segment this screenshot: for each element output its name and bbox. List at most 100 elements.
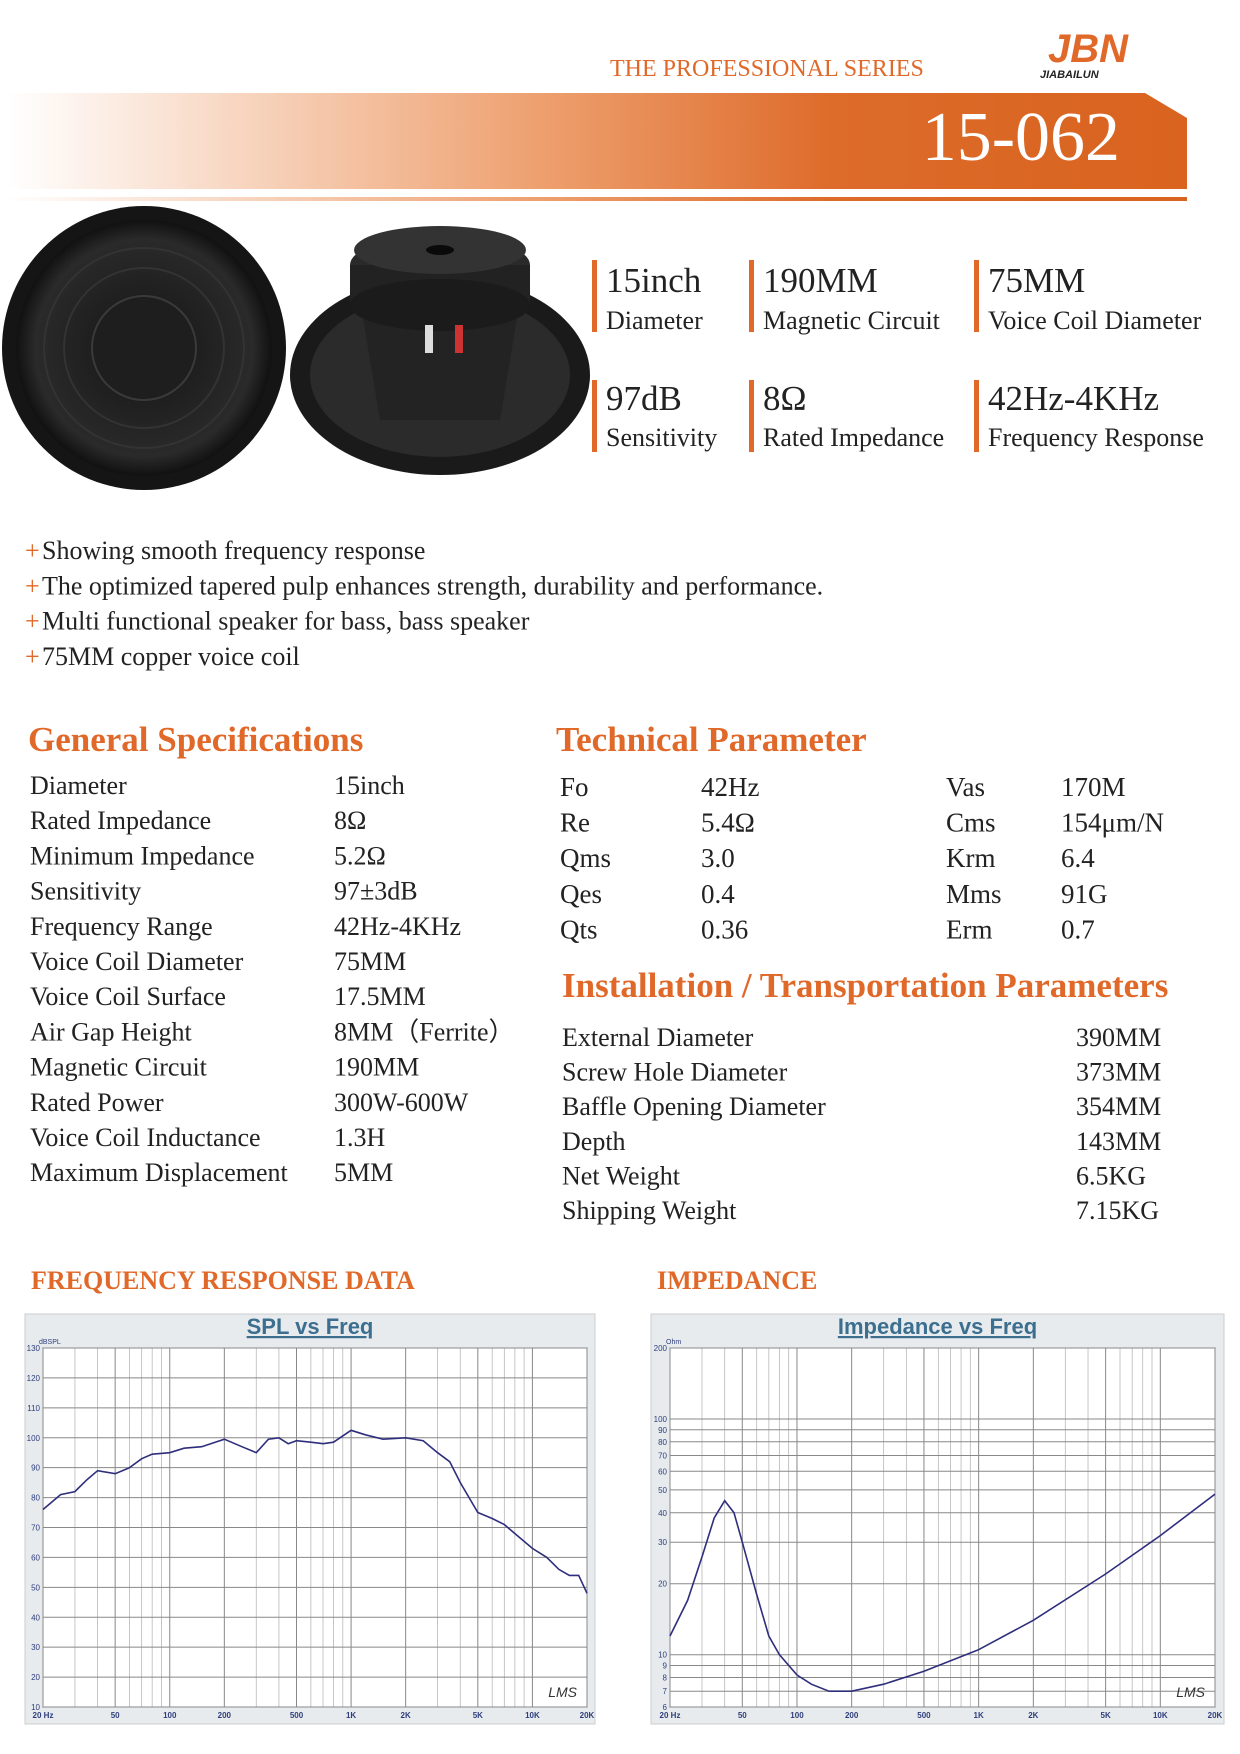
y-tick-label: 20 — [658, 1580, 667, 1589]
install-label: Baffle Opening Diameter — [562, 1092, 826, 1121]
x-tick-label: 10K — [1153, 1711, 1168, 1720]
spec-value: 15inch — [334, 771, 405, 800]
highlight-value: 8Ω — [763, 379, 807, 418]
highlight-label: Voice Coil Diameter — [988, 306, 1202, 335]
data-line — [669, 1493, 1216, 1692]
x-tick-label: 20 Hz — [660, 1711, 681, 1720]
y-tick-label: 7 — [663, 1687, 668, 1696]
y-tick-label: 80 — [658, 1438, 667, 1447]
spec-label: Magnetic Circuit — [30, 1053, 208, 1082]
x-tick-label: 5K — [473, 1711, 483, 1720]
feature-marker: + — [25, 607, 40, 636]
y-tick-label: 200 — [654, 1344, 668, 1353]
tech-cell: 42Hz — [701, 772, 759, 802]
tech-cell: Vas — [946, 772, 985, 802]
x-tick-label: 5K — [1101, 1711, 1111, 1720]
spec-label: Diameter — [30, 771, 127, 800]
x-tick-label: 20 Hz — [33, 1711, 54, 1720]
y-tick-label: 40 — [658, 1509, 667, 1518]
chart-title: SPL vs Freq — [247, 1314, 374, 1339]
spec-label: Rated Impedance — [30, 806, 211, 835]
highlight-value: 97dB — [606, 379, 682, 418]
y-axis-label: Ohm — [666, 1339, 681, 1346]
x-tick-label: 500 — [917, 1711, 931, 1720]
y-tick-label: 90 — [31, 1464, 40, 1473]
tech-cell: 91G — [1061, 879, 1108, 909]
highlight-label: Frequency Response — [988, 423, 1204, 452]
spec-value: 5.2Ω — [334, 841, 386, 870]
highlight-bar — [749, 260, 754, 332]
x-tick-label: 20K — [580, 1711, 595, 1720]
y-tick-label: 100 — [27, 1434, 41, 1443]
y-tick-label: 110 — [27, 1404, 40, 1413]
y-tick-label: 90 — [658, 1426, 667, 1435]
x-tick-label: 10K — [525, 1711, 540, 1720]
y-tick-label: 20 — [31, 1673, 40, 1682]
data-line — [42, 1429, 588, 1594]
y-tick-label: 70 — [31, 1524, 40, 1533]
tech-cell: Qts — [560, 914, 598, 944]
highlight-value: 42Hz-4KHz — [988, 379, 1159, 418]
model-number: 15-062 — [922, 99, 1120, 176]
y-tick-label: 6 — [663, 1703, 668, 1712]
tech-cell: Re — [560, 808, 590, 838]
highlight-bar — [592, 380, 597, 452]
highlight-bar — [974, 260, 979, 332]
install-value: 373MM — [1076, 1058, 1161, 1087]
install-value: 143MM — [1076, 1127, 1161, 1156]
x-tick-label: 2K — [401, 1711, 411, 1720]
series-label: THE PROFESSIONAL SERIES — [610, 56, 924, 82]
x-tick-label: 50 — [111, 1711, 120, 1720]
tech-cell: 3.0 — [701, 843, 735, 873]
y-tick-label: 80 — [31, 1494, 40, 1503]
tech-cell: 0.7 — [1061, 914, 1095, 944]
x-tick-label: 50 — [738, 1711, 747, 1720]
feature-marker: + — [25, 571, 40, 600]
spec-value: 190MM — [334, 1053, 419, 1082]
spec-value: 300W-600W — [334, 1088, 469, 1117]
speaker-rear-photo — [290, 226, 590, 475]
watermark: LMS — [1176, 1684, 1205, 1700]
tech-cell: 0.4 — [701, 879, 735, 909]
spec-value: 5MM — [334, 1158, 393, 1187]
tech-cell: Qes — [560, 879, 602, 909]
highlight-label: Magnetic Circuit — [763, 306, 941, 335]
x-tick-label: 200 — [845, 1711, 859, 1720]
y-tick-label: 50 — [658, 1486, 667, 1495]
tech-cell: Qms — [560, 843, 611, 873]
y-tick-label: 70 — [658, 1451, 667, 1460]
chart-heading: FREQUENCY RESPONSE DATA — [31, 1266, 415, 1295]
spec-label: Air Gap Height — [30, 1017, 193, 1046]
highlight-label: Sensitivity — [606, 423, 717, 452]
highlight-label: Rated Impedance — [763, 423, 944, 452]
y-tick-label: 10 — [658, 1651, 667, 1660]
install-label: External Diameter — [562, 1023, 754, 1052]
highlight-bar — [592, 260, 597, 332]
install-value: 354MM — [1076, 1092, 1161, 1121]
y-tick-label: 40 — [31, 1613, 40, 1622]
spec-label: Rated Power — [30, 1088, 164, 1117]
x-tick-label: 100 — [790, 1711, 804, 1720]
x-tick-label: 200 — [218, 1711, 232, 1720]
y-tick-label: 50 — [31, 1583, 40, 1592]
y-tick-label: 100 — [654, 1415, 668, 1424]
tech-cell: 6.4 — [1061, 843, 1095, 873]
chart-heading: IMPEDANCE — [657, 1266, 817, 1295]
brand: JIABAILUN — [1040, 69, 1100, 81]
highlight-bar — [974, 380, 979, 452]
tech-cell: 5.4Ω — [701, 808, 755, 838]
install-label: Net Weight — [562, 1161, 681, 1190]
spec-label: Minimum Impedance — [30, 841, 255, 870]
feature-marker: + — [25, 642, 40, 671]
spec-value: 75MM — [334, 947, 406, 976]
y-tick-label: 60 — [658, 1467, 667, 1476]
watermark: LMS — [548, 1684, 577, 1700]
tech-cell: 154μm/N — [1061, 808, 1164, 838]
feature-marker: + — [25, 536, 40, 565]
y-tick-label: 9 — [663, 1661, 668, 1670]
y-tick-label: 10 — [31, 1703, 40, 1712]
install-label: Screw Hole Diameter — [562, 1058, 788, 1087]
tech-cell: Erm — [946, 914, 993, 944]
logo: JBN — [1048, 27, 1129, 71]
